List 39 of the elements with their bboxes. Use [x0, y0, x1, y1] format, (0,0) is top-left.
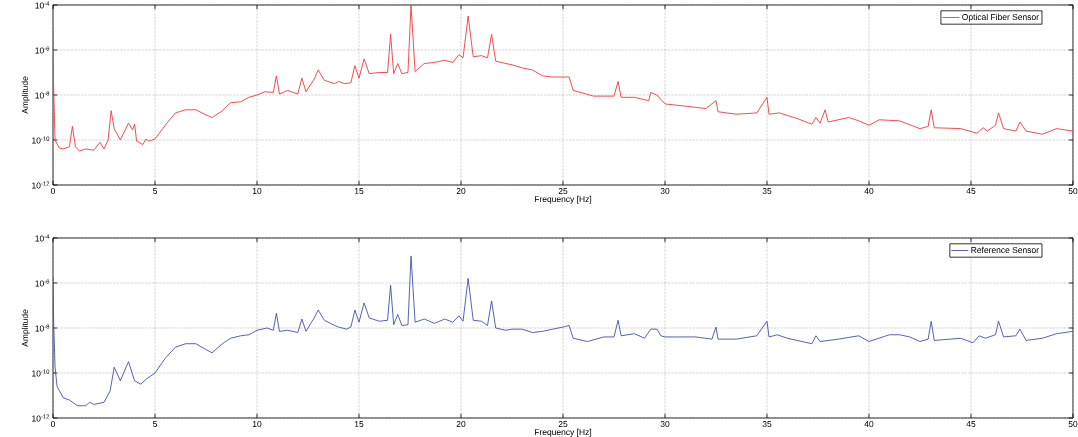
- x-tick-label: 45: [966, 421, 976, 427]
- x-tick-label: 30: [660, 421, 670, 427]
- x-tick-label: 25: [558, 421, 568, 427]
- x-tick-label: 40: [864, 188, 874, 194]
- y-tick-label: 10$^{-4}$: [35, 234, 50, 242]
- y-tick-label: 10$^{-4}$: [35, 1, 50, 9]
- y-tick-label: 10$^{-12}$: [32, 181, 50, 189]
- x-axis-title: Frequency [Hz]: [534, 195, 592, 204]
- y-axis-title: Amplitude: [21, 76, 30, 114]
- y-tick-label: 10$^{-6}$: [35, 46, 50, 54]
- x-tick-label: 10: [252, 421, 262, 427]
- x-axis-title: Frequency [Hz]: [534, 428, 592, 437]
- x-tick-label: 20: [456, 421, 466, 427]
- legend-label: Reference Sensor: [971, 246, 1039, 253]
- y-tick-label: 10$^{-12}$: [32, 414, 50, 422]
- y-tick-label: 10$^{-6}$: [35, 279, 50, 287]
- y-tick-label: 10$^{-10}$: [32, 369, 50, 377]
- legend-label: Optical Fiber Sensor: [962, 13, 1039, 22]
- y-tick-label: 10$^{-8}$: [35, 324, 50, 332]
- x-tick-label: 35: [762, 188, 772, 194]
- x-tick-label: 40: [864, 421, 874, 427]
- x-tick-label: 0: [50, 188, 56, 194]
- x-tick-label: 5: [153, 421, 158, 427]
- x-tick-label: 5: [153, 188, 158, 194]
- x-tick-label: 30: [660, 188, 670, 194]
- x-tick-label: 50: [1068, 421, 1078, 427]
- y-tick-label: 10$^{-8}$: [35, 91, 50, 99]
- x-tick-label: 10: [252, 188, 262, 194]
- x-tick-label: 50: [1068, 188, 1078, 194]
- x-tick-label: 35: [762, 421, 772, 427]
- y-axis-title: Amplitude: [21, 309, 30, 347]
- x-tick-label: 25: [558, 188, 568, 194]
- x-tick-label: 15: [354, 188, 364, 194]
- x-tick-label: 15: [354, 421, 364, 427]
- x-tick-label: 20: [456, 188, 466, 194]
- x-tick-label: 0: [50, 421, 56, 427]
- line-series: [53, 255, 1073, 407]
- y-tick-label: 10$^{-10}$: [32, 136, 50, 144]
- x-tick-label: 45: [966, 188, 976, 194]
